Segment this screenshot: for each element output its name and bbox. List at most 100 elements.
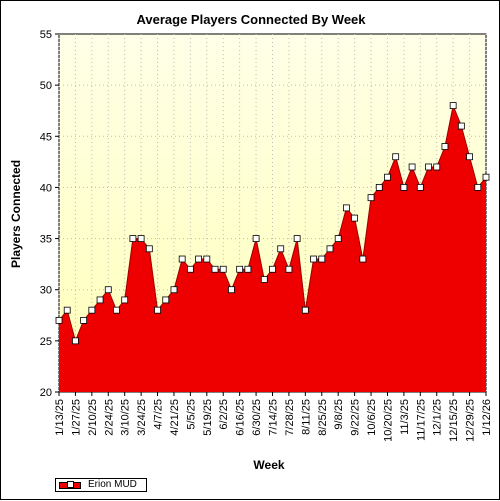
data-point [441,143,449,150]
x-tick-label: 5/19/25 [202,399,214,436]
data-point [293,235,301,242]
x-tick-label: 6/16/25 [235,399,247,436]
x-tick-label: 8/11/25 [300,399,312,435]
x-tick-label: 7/28/25 [284,399,296,436]
data-point [343,204,350,212]
data-point [137,235,145,242]
x-tick-label: 4/7/25 [153,399,165,430]
data-point [408,163,416,171]
data-point [186,265,194,273]
y-tick-label: 40 [40,182,52,194]
chart-title: Average Players Connected By Week [136,12,366,27]
y-tick-label: 25 [40,336,52,348]
data-point [474,184,482,191]
x-tick-label: 5/5/25 [185,399,197,430]
data-point [384,173,391,181]
data-point [392,153,400,161]
x-tick-label: 3/24/25 [136,399,148,436]
data-point [55,316,63,324]
legend: Erion MUD [55,478,147,492]
data-point [121,296,129,304]
x-tick-label: 6/30/25 [251,399,263,436]
data-point [425,163,432,171]
x-tick-label: 9/8/25 [333,399,345,430]
data-point [457,122,465,130]
data-point [269,265,276,273]
data-point [400,184,408,191]
x-tick-label: 2/24/25 [103,399,115,436]
data-point [367,194,375,202]
x-axis-ticks: 1/13/25 1/27/25 2/10/25 2/24/25 3/10/25 3/24/… [54,392,493,442]
x-tick-label: 11/17/25 [415,399,427,441]
data-point [375,184,383,191]
data-point [318,255,326,263]
data-point [80,316,88,324]
data-point [88,306,96,314]
data-point [433,163,441,171]
x-tick-label: 12/29/25 [465,399,477,442]
data-point [211,265,219,273]
x-tick-label: 3/10/25 [120,399,132,436]
x-tick-label: 10/20/25 [382,399,394,442]
data-point [326,245,334,253]
x-tick-label: 2/10/25 [87,399,99,436]
y-tick-label: 35 [40,234,52,246]
data-point [170,286,178,294]
data-point [178,255,186,263]
data-point [244,265,252,273]
data-point [113,306,120,314]
x-axis-label: Week [253,458,284,472]
data-point [63,306,71,314]
x-tick-label: 11/3/25 [399,399,411,435]
y-tick-label: 30 [40,285,52,297]
x-tick-label: 7/14/25 [268,399,280,436]
y-axis-ticks: 20 25 30 35 40 45 50 55 [40,29,59,399]
data-point [334,235,342,242]
x-tick-label: 4/21/25 [169,399,181,436]
data-point [301,306,309,314]
data-point [285,265,293,273]
x-tick-label: 12/1/25 [432,399,444,436]
legend-label: Erion MUD [88,479,137,490]
data-point [203,255,211,263]
x-tick-label: 12/15/25 [448,399,460,442]
data-point [104,286,112,294]
y-tick-label: 55 [40,29,52,41]
data-point [351,214,359,222]
data-point [145,245,153,253]
x-tick-label: 10/6/25 [366,399,378,436]
data-point [162,296,170,304]
data-point [129,235,137,242]
x-tick-label: 1/12/26 [481,399,493,436]
x-tick-label: 8/25/25 [317,399,329,436]
marker-layer [55,102,490,345]
data-point [310,255,317,263]
data-point [466,153,473,161]
data-point [260,276,268,283]
data-point [195,255,202,263]
x-tick-label: 1/13/25 [54,399,66,436]
data-point [359,255,367,263]
y-tick-label: 20 [40,387,52,399]
data-point [228,286,235,294]
x-tick-label: 6/2/25 [218,399,230,430]
data-point [72,337,79,345]
data-point [482,173,490,181]
series-area [59,105,486,392]
data-point [416,184,424,191]
data-point [277,245,285,253]
data-point [236,265,244,273]
y-axis-label: Players Connected [9,160,23,268]
x-tick-label: 1/27/25 [70,399,82,436]
data-point [449,102,457,109]
y-tick-label: 45 [40,131,52,143]
data-point [219,265,227,273]
y-tick-label: 50 [40,80,52,92]
x-tick-label: 9/22/25 [350,399,362,436]
data-point [252,235,260,242]
legend-marker-icon [67,481,74,488]
data-point [96,296,104,304]
data-point [154,306,161,314]
